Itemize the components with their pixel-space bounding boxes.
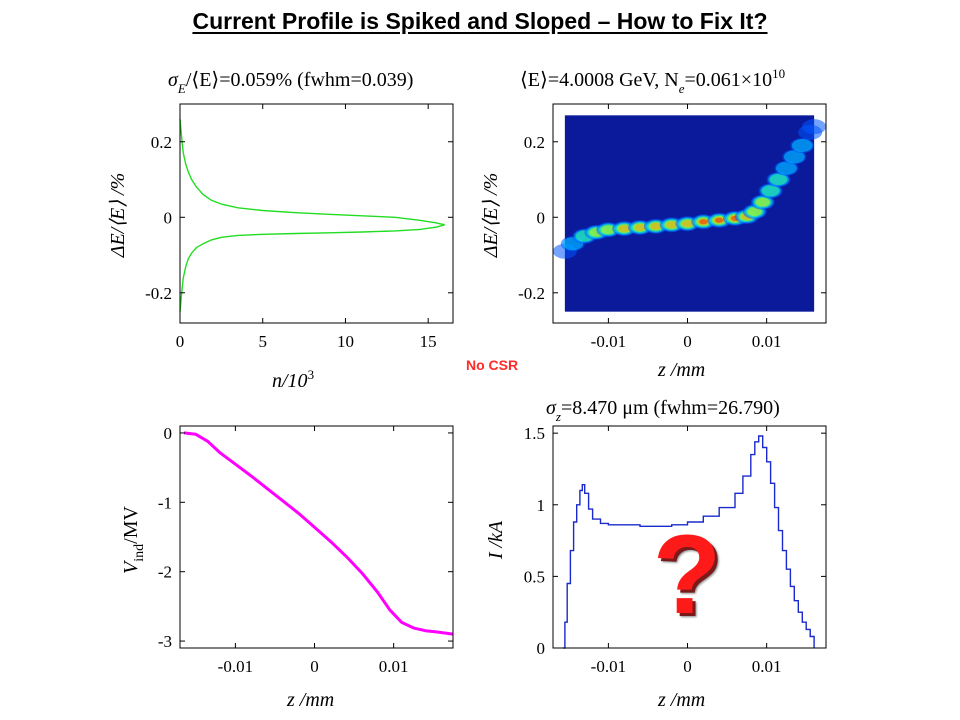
- heatmap-cell: [783, 150, 805, 164]
- x-tick-label: -0.01: [591, 332, 626, 351]
- plot-content: [552, 115, 827, 312]
- phase-space-panel: ⟨E⟩=4.0008 GeV, Ne=0.061×1010 z /mm ΔE/⟨…: [480, 66, 827, 381]
- heatmap-cell: [650, 222, 662, 230]
- energy-histogram-title: σE/⟨E⟩=0.059% (fwhm=0.039): [168, 69, 413, 96]
- heatmap-cell: [681, 220, 694, 228]
- y-tick-label: -3: [158, 632, 172, 651]
- heatmap-cell: [769, 174, 788, 186]
- heatmap-cell: [791, 139, 813, 153]
- x-tick-label: 0.01: [752, 657, 782, 676]
- energy-histogram-axes: 0 5 10 15 -0.2 0 0.2: [145, 103, 454, 351]
- y-tick-label: 0.2: [151, 133, 172, 152]
- phase-space-ylabel: ΔE/⟨E⟩ /%: [480, 173, 502, 259]
- voltage-line: [183, 431, 454, 636]
- current-line: [563, 435, 815, 649]
- heatmap-cell: [776, 161, 797, 175]
- heatmap-cell: [761, 185, 780, 197]
- induced-voltage-axes: -0.01 0 0.01 -3 -2 -1 0: [158, 424, 454, 676]
- y-tick-label: -0.2: [518, 284, 545, 303]
- energy-histogram-ylabel: ΔE/⟨E⟩ /%: [107, 173, 129, 259]
- energy-histogram-xlabel: n/103: [272, 367, 314, 392]
- y-tick-label: 0: [537, 208, 546, 227]
- y-tick-label: 1: [537, 496, 546, 515]
- heatmap-cell: [715, 217, 724, 223]
- axes-frame: [552, 103, 827, 324]
- current-profile-panel: σz=8.470 μm (fwhm=26.790) z /mm I /kA -0…: [485, 397, 827, 711]
- y-tick-label: -1: [158, 493, 172, 512]
- no-csr-annotation: No CSR: [466, 357, 519, 373]
- phase-space-title: ⟨E⟩=4.0008 GeV, Ne=0.061×1010: [520, 66, 785, 96]
- histogram-line-lower: [179, 224, 445, 312]
- heatmap-cell: [666, 221, 678, 229]
- x-tick-label: 0: [176, 332, 185, 351]
- axes-frame: [179, 425, 454, 649]
- heatmap-cell: [747, 207, 762, 217]
- x-tick-label: 0.01: [379, 657, 409, 676]
- heatmap-cell: [755, 197, 770, 207]
- x-tick-label: 0.01: [752, 332, 782, 351]
- y-tick-label: 0.5: [524, 567, 545, 586]
- y-tick-label: 0: [164, 424, 173, 443]
- x-tick-label: 0: [683, 332, 692, 351]
- axes-frame: [552, 425, 827, 649]
- plot-area: [180, 426, 453, 648]
- y-tick-label: 0: [164, 208, 173, 227]
- heatmap-cell: [601, 225, 616, 235]
- plot-area: [553, 426, 826, 648]
- x-tick-label: -0.01: [218, 657, 253, 676]
- y-tick-label: 0.2: [524, 133, 545, 152]
- induced-voltage-xlabel: z /mm: [286, 689, 334, 711]
- x-tick-label: 0: [683, 657, 692, 676]
- slide-title: Current Profile is Spiked and Sloped – H…: [192, 8, 768, 34]
- heatmap-cell: [699, 219, 708, 225]
- phase-space-xlabel: z /mm: [657, 359, 705, 381]
- plot-content: [563, 435, 815, 649]
- x-tick-label: 10: [337, 332, 354, 351]
- induced-voltage-panel: Vind/MV z /mm -0.01 0 0.01 -3 -2 -1 0: [120, 424, 454, 711]
- current-profile-ylabel: I /kA: [485, 520, 507, 560]
- heatmap-cell: [634, 223, 646, 231]
- x-tick-label: 15: [420, 332, 437, 351]
- heatmap-cell: [802, 119, 827, 135]
- phase-space-axes: -0.01 0 0.01 -0.2 0 0.2: [518, 103, 827, 351]
- induced-voltage-ylabel: Vind/MV: [120, 506, 147, 574]
- histogram-line-upper: [179, 119, 445, 226]
- x-tick-label: -0.01: [591, 657, 626, 676]
- y-tick-label: -2: [158, 563, 172, 582]
- axes-frame: [179, 103, 454, 324]
- current-profile-xlabel: z /mm: [657, 689, 705, 711]
- heatmap-cell: [618, 225, 630, 233]
- energy-histogram-panel: σE/⟨E⟩=0.059% (fwhm=0.039) n/103 ΔE/⟨E⟩ …: [107, 69, 454, 392]
- plot-content: [179, 119, 445, 312]
- heatmap-background: [564, 115, 815, 312]
- question-mark-annotation: ?: [652, 512, 722, 637]
- current-profile-axes: -0.01 0 0.01 0 0.5 1 1.5: [524, 424, 827, 676]
- x-tick-label: 5: [258, 332, 267, 351]
- plot-content: [183, 431, 454, 636]
- y-tick-label: 1.5: [524, 424, 545, 443]
- current-profile-title: σz=8.470 μm (fwhm=26.790): [546, 397, 780, 424]
- y-tick-label: -0.2: [145, 284, 172, 303]
- x-tick-label: 0: [310, 657, 319, 676]
- y-tick-label: 0: [537, 639, 546, 658]
